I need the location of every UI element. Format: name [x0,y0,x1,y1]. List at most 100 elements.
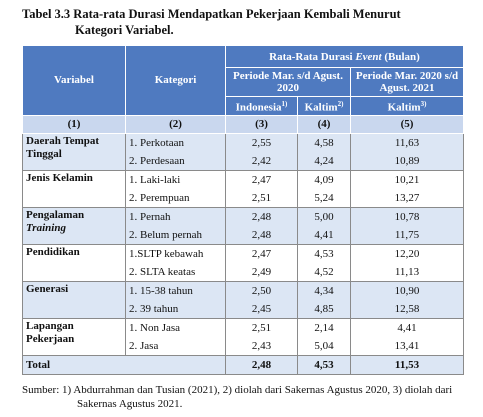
variable-cell: Pendidikan [22,243,126,282]
value-cell: 4,24 [297,151,351,171]
body-row: 2. Perdesaan 2,42 4,24 10,89 [23,151,464,171]
variable-cell: Jenis Kelamin [22,169,126,208]
value-cell: 2,50 [225,280,298,300]
header-text: Kaltim [304,101,338,114]
header-cell: Kategori [125,45,226,116]
column-number: (5) [350,114,464,134]
category-cell: 2. Perdesaan [125,151,226,171]
value-cell: 2,49 [225,262,298,282]
body-row: 2. Jasa 2,43 5,04 13,41 [23,336,464,356]
table-body: Daerah Tempat Tinggal 1. Perkotaan 2,55 4,5… [22,132,464,375]
value-cell: 2,55 [225,132,298,152]
value-cell: 2,42 [225,151,298,171]
header-cell: Periode Mar. s/d Agust. 2020 [225,67,351,97]
header-text: (Bulan) [381,50,420,63]
value-cell: 13,27 [350,188,464,208]
body-row: 2. Belum pernah 2,48 4,41 11,75 [23,225,464,245]
header-text: Indonesia [235,101,282,114]
source-note: Sumber: 1) Abdurrahman dan Tusian (2021)… [22,384,453,410]
footnote-mark: 1) [281,100,288,108]
category-cell: 2. SLTA keatas [125,262,226,282]
header-row: Variabel Kategori Rata-Rata Durasi Event… [22,45,464,116]
body-row: Pendidikan 1.SLTP kebawah 2,47 4,53 12,20 [22,243,464,282]
value-cell: 4,41 [297,225,351,245]
header-row: Indonesia1) Kaltim2) Kaltim3) [23,96,464,116]
title-label: Tabel 3.3 [22,7,71,21]
title-text: Rata-rata Durasi Mendapatkan Pekerjaan K… [73,7,401,21]
value-cell: 4,53 [297,354,351,375]
table-head: Variabel Kategori Rata-Rata Durasi Event… [22,45,464,134]
header-text: Event [355,50,382,63]
value-cell: 2,48 [225,225,298,245]
total-row: Total 2,48 4,53 11,53 [22,354,464,375]
value-cell: 4,09 [297,169,351,189]
variable-cell: Generasi [22,280,126,319]
category-cell: 1. Non Jasa [125,317,226,337]
body-row: Lapangan Pekerjaan 1. Non Jasa 2,51 2,14 4,4… [22,317,464,356]
body-row: 2. 39 tahun 2,45 4,85 12,58 [23,299,464,319]
variable-text: Training [26,221,66,234]
value-cell: 10,21 [350,169,464,189]
value-cell: 5,24 [297,188,351,208]
category-cell: 1. Pernah [125,206,226,226]
variable-text: Daerah Tempat Tinggal [26,134,100,160]
value-cell: 4,52 [297,262,351,282]
column-number: (4) [297,114,351,134]
value-cell: 12,58 [350,299,464,319]
category-cell: 2. Perempuan [125,188,226,208]
body-row: Generasi 1. 15-38 tahun 2,50 4,34 10,90 [22,280,464,319]
value-cell: 5,04 [297,336,351,356]
variable-cell: Pengalaman Training [22,206,126,245]
category-cell: 1. Perkotaan [125,132,226,152]
column-number: (1) [22,114,126,134]
value-cell: 2,45 [225,299,298,319]
value-cell: 4,85 [297,299,351,319]
category-cell: 1. 15-38 tahun [125,280,226,300]
header-cell: Variabel [22,45,126,116]
value-cell: 4,53 [297,243,351,263]
value-cell: 5,00 [297,206,351,226]
body-row: 2. SLTA keatas 2,49 4,52 11,13 [23,262,464,282]
body-row: Daerah Tempat Tinggal 1. Perkotaan 2,55 4,5… [22,132,464,171]
variable-text: Pendidikan [26,245,80,258]
number-row: (1) (2) (3) (4) (5) [22,114,464,134]
category-cell: 2. Jasa [125,336,226,356]
value-cell: 4,41 [350,317,464,337]
value-cell: 11,53 [350,354,464,375]
header-cell: Kaltim3) [350,96,464,116]
header-cell: Indonesia1) [225,96,298,116]
variable-cell: Daerah Tempat Tinggal [22,132,126,171]
value-cell: 4,58 [297,132,351,152]
category-cell: 2. 39 tahun [125,299,226,319]
data-table: Variabel Kategori Rata-Rata Durasi Event… [22,45,464,375]
body-row: 2. Perempuan 2,51 5,24 13,27 [23,188,464,208]
category-cell: 1. Laki-laki [125,169,226,189]
value-cell: 2,14 [297,317,351,337]
body-row: Pengalaman Training 1. Pernah 2,48 5,00 10,78 [22,206,464,245]
value-cell: 11,75 [350,225,464,245]
header-cell: Periode Mar. 2020 s/d Agust. 2021 [350,67,464,97]
column-number: (2) [125,114,226,134]
variable-text: Jenis Kelamin [26,171,93,184]
value-cell: 10,78 [350,206,464,226]
value-cell: 2,47 [225,243,298,263]
value-cell: 11,13 [350,262,464,282]
variable-text: Lapangan Pekerjaan [26,319,75,345]
category-cell: 2. Belum pernah [125,225,226,245]
value-cell: 10,89 [350,151,464,171]
value-cell: 2,51 [225,188,298,208]
value-cell: 2,48 [225,354,298,375]
value-cell: 10,90 [350,280,464,300]
header-text: Rata-Rata Durasi [269,50,356,63]
value-cell: 2,47 [225,169,298,189]
title-line: Kategori Variabel. [75,23,174,37]
category-cell: 1.SLTP kebawah [125,243,226,263]
footnote-mark: 3) [420,100,427,108]
header-cell: Kaltim2) [297,96,351,116]
value-cell: 2,43 [225,336,298,356]
variable-text: Pengalaman [26,208,85,221]
value-cell: 4,34 [297,280,351,300]
value-cell: 11,63 [350,132,464,152]
value-cell: 2,48 [225,206,298,226]
